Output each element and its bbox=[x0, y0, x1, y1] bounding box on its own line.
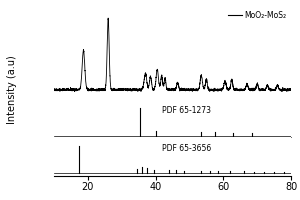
Legend: MoO₂-MoS₂: MoO₂-MoS₂ bbox=[227, 10, 287, 20]
Text: PDF 65-3656: PDF 65-3656 bbox=[162, 144, 212, 153]
Text: Intensity (a.u): Intensity (a.u) bbox=[7, 56, 17, 124]
Text: PDF 65-1273: PDF 65-1273 bbox=[162, 106, 211, 115]
